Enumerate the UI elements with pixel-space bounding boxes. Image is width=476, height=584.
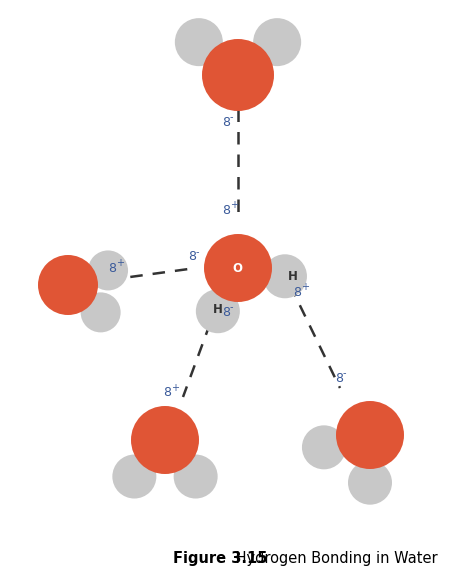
Circle shape [131, 406, 198, 474]
Circle shape [196, 289, 239, 333]
Circle shape [173, 454, 217, 499]
Circle shape [335, 401, 403, 469]
Circle shape [262, 254, 307, 298]
Text: H: H [212, 303, 222, 316]
Text: 8: 8 [108, 262, 116, 274]
Circle shape [80, 293, 120, 332]
Text: 8: 8 [334, 371, 342, 384]
Text: +: + [229, 200, 238, 210]
Text: 8: 8 [163, 387, 170, 399]
Text: +: + [116, 258, 124, 268]
Circle shape [301, 425, 345, 470]
Text: Figure 3.15: Figure 3.15 [173, 551, 268, 565]
Text: -: - [196, 247, 199, 257]
Text: 8: 8 [292, 286, 300, 298]
Circle shape [204, 234, 271, 302]
Circle shape [38, 255, 98, 315]
Text: 8: 8 [221, 305, 229, 318]
Circle shape [112, 454, 156, 499]
Circle shape [201, 39, 273, 111]
Text: +: + [300, 282, 308, 292]
Circle shape [175, 18, 222, 66]
Text: H: H [288, 270, 297, 283]
Text: 8: 8 [188, 251, 196, 263]
Text: O: O [231, 262, 241, 274]
Text: Hydrogen Bonding in Water: Hydrogen Bonding in Water [231, 551, 437, 565]
Text: 8: 8 [221, 203, 229, 217]
Text: -: - [229, 302, 233, 312]
Circle shape [88, 251, 128, 290]
Circle shape [347, 461, 391, 505]
Text: -: - [342, 368, 346, 378]
Circle shape [253, 18, 300, 66]
Text: +: + [170, 383, 178, 393]
Text: -: - [229, 112, 233, 122]
Text: 8: 8 [221, 116, 229, 128]
